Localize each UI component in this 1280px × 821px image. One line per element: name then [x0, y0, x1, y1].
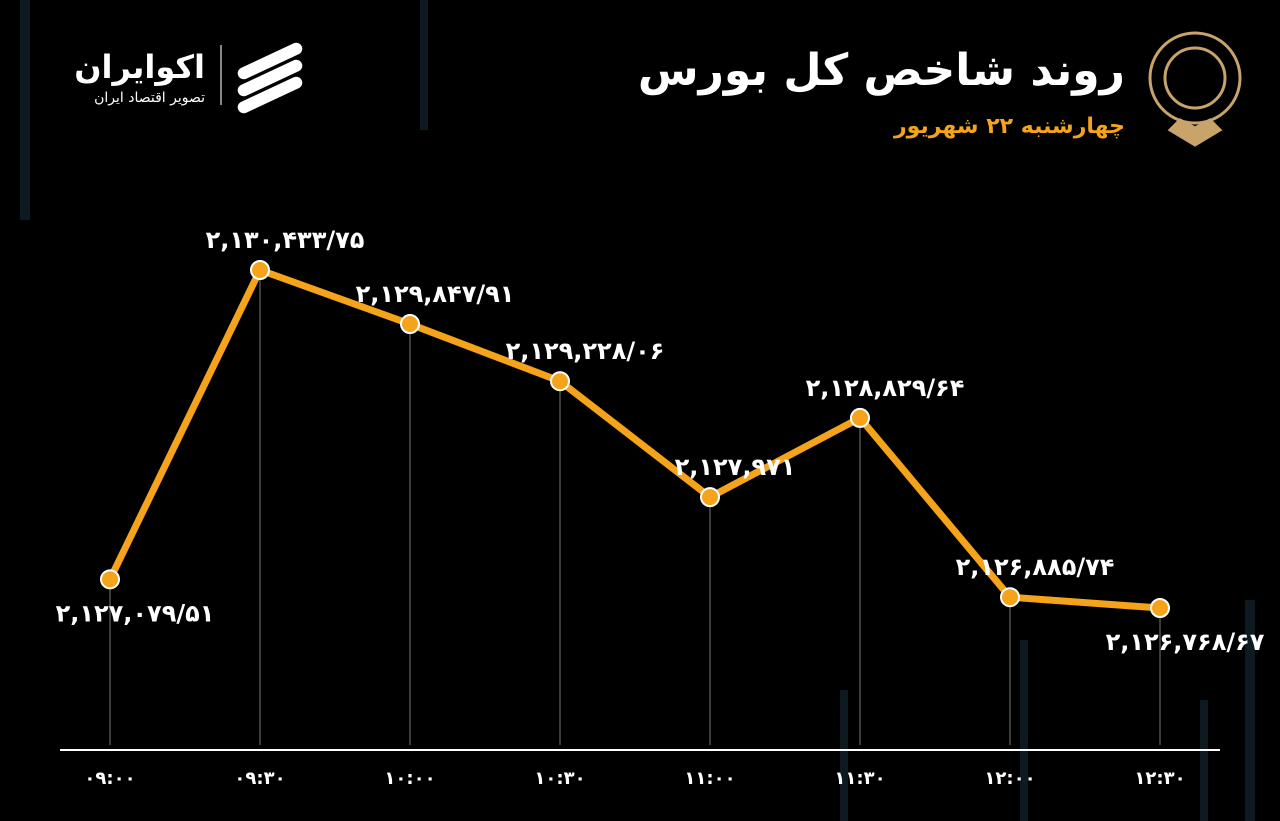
x-tick-label: ۰۹:۰۰ [84, 768, 135, 789]
background-bars [20, 0, 1255, 821]
x-tick-label: ۱۲:۰۰ [984, 768, 1035, 789]
value-label: ۲,۱۲۶,۷۶۸/۶۷ [1106, 628, 1265, 656]
line [106, 266, 1161, 612]
point [550, 371, 570, 392]
brand-tagline: تصویر اقتصاد ایران [94, 90, 205, 106]
value-label: ۲,۱۲۷,۰۷۹/۵۱ [56, 599, 215, 627]
x-tick-label: ۱۰:۰۰ [384, 768, 435, 789]
point [1000, 587, 1020, 608]
emblem [1148, 31, 1242, 147]
value-label: ۲,۱۲۹,۲۲۸/۰۶ [506, 337, 665, 365]
x-tick-label: ۱۲:۳۰ [1134, 768, 1185, 789]
point [250, 260, 270, 280]
value-label: ۲,۱۲۹,۸۴۷/۹۱ [356, 280, 515, 308]
point [1150, 598, 1170, 618]
chart-subtitle: چهارشنبه ۲۲ شهریور [893, 114, 1125, 139]
x-tick-label: ۱۱:۰۰ [684, 768, 735, 789]
value-label: ۲,۱۲۷,۹۷۱ [675, 453, 796, 481]
point [700, 487, 720, 508]
point [100, 569, 120, 590]
x-tick-label: ۱۰:۳۰ [534, 768, 585, 789]
chart-title: روند شاخص کل بورس [638, 45, 1125, 96]
value-label: ۲,۱۲۶,۸۸۵/۷۴ [956, 553, 1115, 581]
value-label: ۲,۱۲۸,۸۲۹/۶۴ [806, 374, 965, 402]
brand-mark [220, 42, 303, 114]
point [400, 314, 420, 335]
point [850, 407, 870, 428]
value-label: ۲,۱۳۰,۴۳۳/۷۵ [206, 226, 365, 254]
x-tick-label: ۱۱:۳۰ [834, 768, 885, 789]
x-tick-label: ۰۹:۳۰ [234, 768, 285, 789]
brand-name: اکوایران [74, 48, 205, 86]
